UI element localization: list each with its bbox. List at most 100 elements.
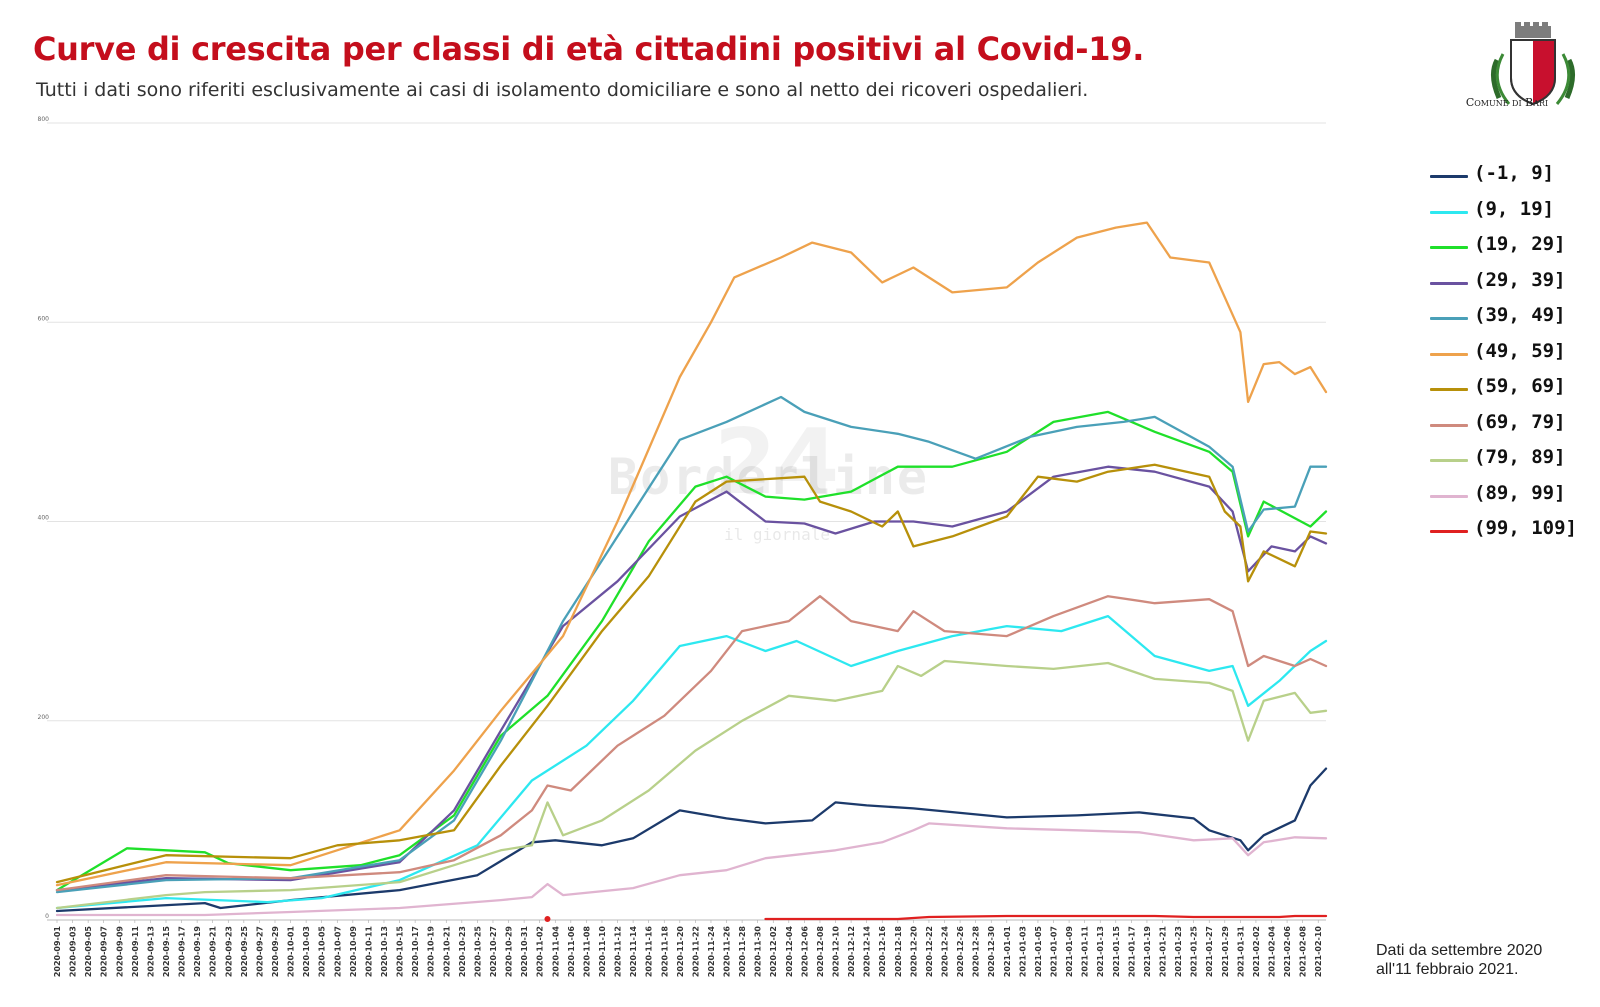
- y-tick-label: 200: [38, 714, 50, 721]
- legend-item: (9, 19]: [1430, 198, 1590, 234]
- x-tick-label: 2021-01-13: [1096, 926, 1105, 977]
- logo-text: Comune di Bari: [1465, 96, 1549, 109]
- x-tick-label: 2021-01-27: [1205, 926, 1214, 977]
- legend-label: (89, 99]: [1474, 481, 1566, 504]
- legend-label: (49, 59]: [1474, 339, 1566, 362]
- x-tick-label: 2020-11-10: [598, 926, 607, 978]
- legend-swatch: [1430, 494, 1468, 498]
- series-line-79-89: [55, 659, 1328, 910]
- x-tick-label: 2020-11-16: [645, 926, 654, 978]
- series-line-69-79: [55, 595, 1328, 892]
- x-tick-label: 2020-10-11: [364, 926, 373, 978]
- x-tick-label: 2020-10-27: [489, 926, 498, 977]
- y-tick-label: 400: [38, 515, 50, 522]
- x-tick-label: 2021-02-04: [1268, 926, 1277, 978]
- x-tick-labels: 2020-09-01 2020-09-03 2020-09-05 2020-09-07…: [53, 926, 1323, 978]
- x-tick-label: 2020-11-06: [567, 926, 576, 978]
- x-tick-label: 2020-11-26: [723, 926, 732, 978]
- series-line-59-69: [55, 463, 1328, 884]
- x-tick-label: 2020-12-22: [925, 926, 934, 977]
- x-tick-label: 2020-12-28: [972, 926, 981, 978]
- x-tick-label: 2021-01-07: [1050, 926, 1059, 977]
- date-range-note-line1: Dati da settembre 2020: [1376, 942, 1543, 959]
- x-tick-label: 2020-09-21: [209, 926, 218, 978]
- x-tick-label: 2021-01-29: [1221, 926, 1230, 978]
- x-tick-label: 2020-10-31: [520, 926, 529, 978]
- x-tick-label: 2020-10-07: [333, 926, 342, 977]
- y-tick-label: 600: [38, 315, 50, 322]
- x-tick-label: 2020-12-20: [909, 926, 918, 978]
- legend-label: (69, 79]: [1474, 410, 1566, 433]
- series-line-39-49: [55, 395, 1328, 894]
- x-tick-label: 2020-10-23: [458, 926, 467, 977]
- legend-swatch: [1430, 210, 1468, 214]
- x-tick-label: 2020-09-09: [115, 926, 124, 978]
- legend-swatch: [1430, 530, 1468, 533]
- x-tick-label: 2021-01-17: [1127, 926, 1136, 977]
- x-tick-label: 2020-10-15: [396, 926, 405, 978]
- x-tick-label: 2021-02-06: [1283, 926, 1292, 978]
- x-tick-label: 2021-01-01: [1003, 926, 1012, 978]
- x-tick-label: 2020-10-21: [442, 926, 451, 978]
- legend-swatch: [1430, 175, 1468, 178]
- x-tick-label: 2020-12-24: [941, 926, 950, 978]
- legend-item: (29, 39]: [1430, 269, 1590, 305]
- x-tick-label: 2021-02-10: [1314, 926, 1323, 978]
- x-tick-label: 2020-11-08: [582, 926, 591, 978]
- x-tick-label: 2020-12-08: [816, 926, 825, 978]
- x-tick-label: 2020-12-16: [878, 926, 887, 978]
- x-tick-label: 2020-12-26: [956, 926, 965, 978]
- x-tick-label: 2020-12-04: [785, 926, 794, 978]
- legend-item: (39, 49]: [1430, 304, 1590, 340]
- x-tick-label: 2021-01-11: [1081, 926, 1090, 978]
- x-tick-label: 2020-10-13: [380, 926, 389, 977]
- x-tick-label: 2021-01-23: [1174, 926, 1183, 977]
- x-tick-label: 2020-09-23: [224, 926, 233, 977]
- x-tick-label: 2021-01-05: [1034, 926, 1043, 978]
- x-tick-label: 2020-10-03: [302, 926, 311, 977]
- legend-item: (69, 79]: [1430, 411, 1590, 447]
- series-marker: [544, 916, 551, 923]
- page-subtitle: Tutti i dati sono riferiti esclusivament…: [36, 79, 1089, 101]
- x-tick-label: 2021-01-25: [1190, 926, 1199, 978]
- x-tick-label: 2021-01-31: [1236, 926, 1245, 978]
- x-tick-label: 2020-10-19: [427, 926, 436, 978]
- x-tick-label: 2020-09-13: [146, 926, 155, 977]
- x-tick-label: 2020-09-15: [162, 926, 171, 978]
- series-lines: [55, 221, 1328, 923]
- x-tick-label: 2021-01-21: [1159, 926, 1168, 978]
- y-tick-labels: 0 200 400 600 800: [38, 116, 50, 920]
- x-tick-label: 2020-10-17: [411, 926, 420, 977]
- legend-label: (79, 89]: [1474, 446, 1566, 468]
- x-tick-label: 2021-01-15: [1112, 926, 1121, 978]
- x-tick-label: 2020-09-05: [84, 926, 93, 978]
- legend-item: (59, 69]: [1430, 375, 1590, 411]
- x-tick-label: 2020-12-12: [847, 926, 856, 977]
- series-line-1-9: [55, 767, 1328, 913]
- y-tick-label: 800: [38, 116, 50, 123]
- x-tick-label: 2020-10-29: [505, 926, 514, 978]
- x-tick-label: 2021-02-08: [1299, 926, 1308, 978]
- x-tick-label: 2020-11-20: [676, 926, 685, 978]
- x-tick-label: 2020-11-02: [536, 926, 545, 977]
- x-tick-label: 2020-12-06: [800, 926, 809, 978]
- x-tick-label: 2020-09-11: [131, 926, 140, 978]
- legend-swatch: [1430, 388, 1468, 391]
- x-tick-label: 2020-10-01: [287, 926, 296, 978]
- legend-label: (29, 39]: [1474, 268, 1566, 291]
- page-title: Curve di crescita per classi di età citt…: [33, 30, 1145, 68]
- x-tick-label: 2020-12-10: [832, 926, 841, 978]
- date-range-note: Dati da settembre 2020 all'11 febbraio 2…: [1376, 941, 1542, 979]
- x-tick-label: 2020-09-19: [193, 926, 202, 978]
- legend-swatch: [1430, 317, 1468, 320]
- y-tick-label: 0: [45, 913, 49, 920]
- x-tick-label: 2020-09-03: [69, 926, 78, 977]
- x-tick-label: 2020-12-02: [769, 926, 778, 977]
- legend-item: (79, 89]: [1430, 446, 1590, 482]
- legend-item: (19, 29]: [1430, 233, 1590, 269]
- series-line-99-109: [764, 914, 1328, 921]
- x-tick-label: 2020-10-05: [318, 926, 327, 978]
- legend-label: (-1, 9]: [1474, 162, 1555, 184]
- x-tick-label: 2020-12-14: [863, 926, 872, 978]
- x-tick-label: 2020-11-28: [738, 926, 747, 978]
